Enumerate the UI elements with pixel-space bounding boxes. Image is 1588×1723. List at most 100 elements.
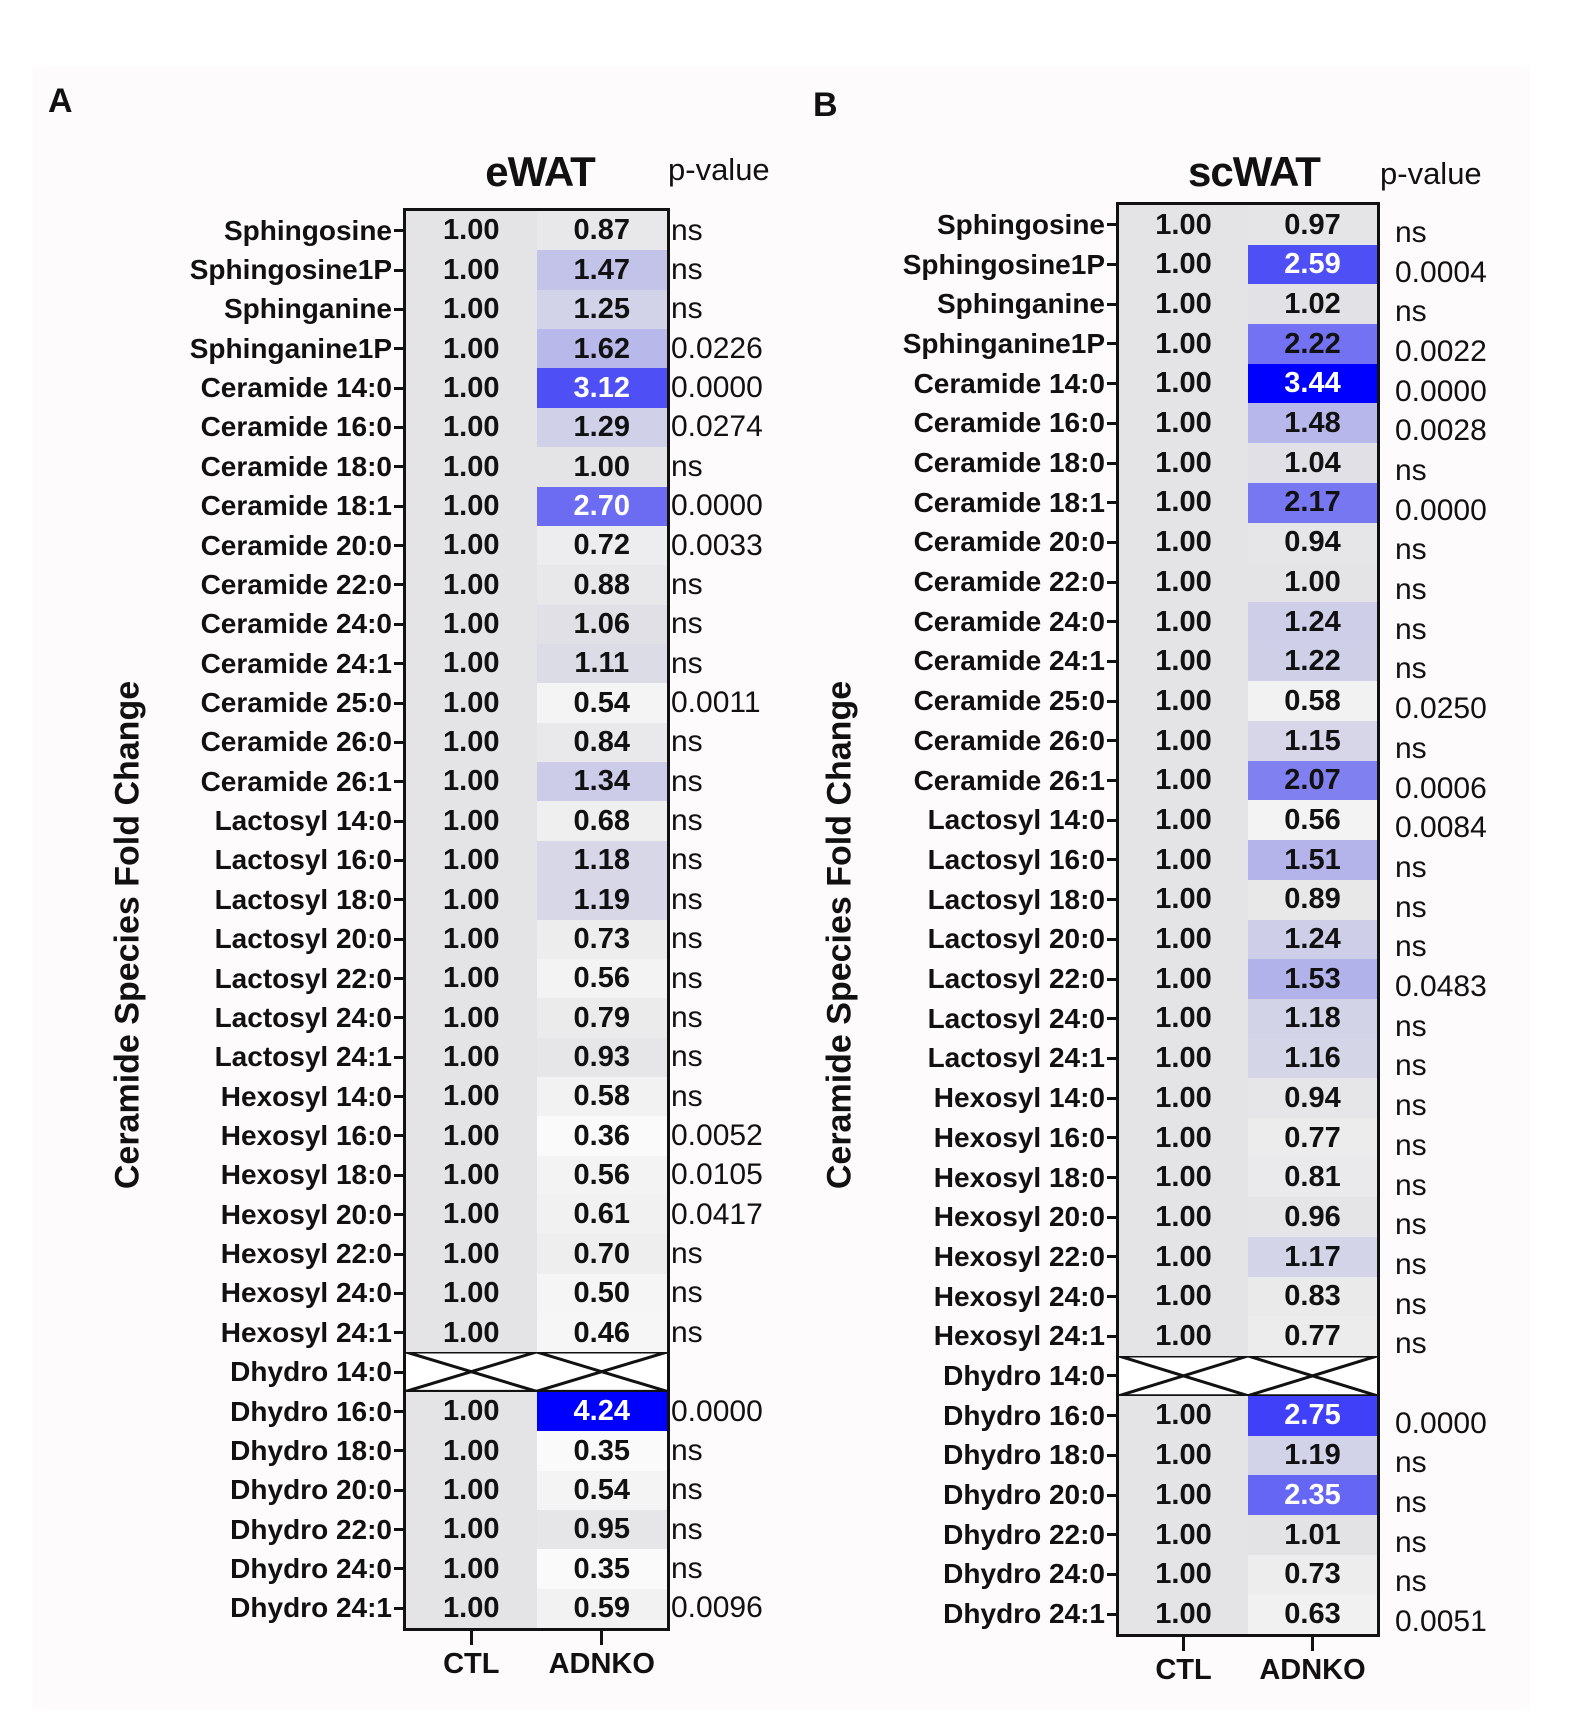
y-tick <box>1107 620 1117 624</box>
y-tick <box>1107 1334 1117 1338</box>
ctl-cell: 1.00 <box>406 250 537 291</box>
y-tick <box>1107 1295 1117 1299</box>
adnko-cell: 0.54 <box>536 1470 667 1511</box>
ctl-cell: 1.00 <box>406 1234 537 1275</box>
adnko-cell: 0.84 <box>536 722 667 763</box>
row-label: Ceramide 25:0 <box>200 687 392 718</box>
p-value: ns <box>1395 215 1427 249</box>
adnko-cell: 0.94 <box>1248 522 1377 563</box>
ctl-cell: 1.00 <box>406 1588 537 1629</box>
y-tick <box>394 1331 404 1335</box>
y-tick <box>394 229 404 233</box>
row-label: Dhydro 16:0 <box>230 1395 392 1427</box>
adnko-cell: 1.18 <box>1248 998 1377 1040</box>
p-value: ns <box>1395 1128 1427 1162</box>
p-value: 0.0004 <box>1395 255 1487 289</box>
row-label: Ceramide 22:0 <box>913 566 1105 598</box>
row-label: Lactosyl 24:1 <box>214 1041 392 1073</box>
row-label: Ceramide 25:0 <box>913 685 1105 717</box>
adnko-cell: 1.00 <box>1248 562 1377 603</box>
y-tick <box>394 1252 404 1256</box>
adnko-cell: 2.75 <box>1248 1395 1377 1437</box>
x-axis-label-ctl: CTL <box>1155 1654 1212 1686</box>
p-value: ns <box>1395 1089 1427 1123</box>
adnko-cell: 0.89 <box>1248 879 1377 920</box>
p-value: 0.0000 <box>671 489 763 523</box>
adnko-cell: 1.01 <box>1248 1514 1377 1556</box>
ctl-cell: 1.00 <box>406 840 537 881</box>
adnko-cell: 1.04 <box>1248 443 1377 484</box>
adnko-cell: 1.06 <box>536 604 667 645</box>
panel-letter: A <box>48 82 73 120</box>
row-label: Sphinganine1P <box>902 327 1105 359</box>
ctl-cell: 1.00 <box>1119 1554 1248 1595</box>
row-label: Ceramide 18:0 <box>200 450 392 482</box>
row-label: Sphingosine1P <box>189 254 392 286</box>
p-value: ns <box>1395 533 1427 567</box>
p-value: 0.0052 <box>671 1118 763 1152</box>
p-value: 0.0226 <box>671 331 763 365</box>
y-tick <box>1107 739 1117 743</box>
adnko-cell: 1.16 <box>1248 1038 1377 1079</box>
ctl-cell: 1.00 <box>1119 760 1248 801</box>
adnko-cell: 0.36 <box>536 1116 667 1157</box>
adnko-cell: 0.50 <box>536 1273 667 1314</box>
ctl-cell: 1.00 <box>1119 1475 1248 1516</box>
adnko-cell: 1.24 <box>1248 601 1377 643</box>
adnko-cell: 1.48 <box>1248 403 1377 444</box>
p-value: 0.0084 <box>1395 811 1487 845</box>
y-tick <box>394 1370 404 1374</box>
ctl-cell: 1.00 <box>1119 1395 1248 1437</box>
y-tick <box>1107 1017 1117 1021</box>
row-label: Sphingosine <box>224 214 392 246</box>
adnko-cell: 1.11 <box>536 643 667 684</box>
ctl-cell: 1.00 <box>406 447 537 488</box>
p-value: 0.0006 <box>1395 771 1487 805</box>
p-value: ns <box>671 1276 703 1310</box>
row-label: Hexosyl 24:0 <box>933 1280 1105 1312</box>
ctl-cell: 1.00 <box>406 1116 537 1157</box>
p-value: 0.0417 <box>671 1197 763 1231</box>
row-label: Ceramide 14:0 <box>200 372 392 404</box>
p-value: ns <box>671 292 703 326</box>
row-label: Lactosyl 16:0 <box>927 843 1105 875</box>
ctl-cell: 1.00 <box>1119 443 1248 484</box>
y-tick <box>394 1291 404 1295</box>
adnko-cell: 1.17 <box>1248 1237 1377 1278</box>
p-value: ns <box>1395 1327 1427 1361</box>
p-value: ns <box>671 725 703 759</box>
adnko-cell: 0.54 <box>536 683 667 724</box>
row-label: Dhydro 22:0 <box>943 1518 1105 1550</box>
ctl-cell: 1.00 <box>406 801 537 842</box>
row-label: Ceramide 26:0 <box>913 724 1105 756</box>
y-tick <box>1107 659 1117 663</box>
y-tick <box>1107 1056 1117 1060</box>
p-value: ns <box>671 1237 703 1271</box>
ctl-cell: 1.00 <box>406 1313 537 1353</box>
y-tick <box>1107 223 1117 227</box>
ctl-cell: 1.00 <box>1119 879 1248 920</box>
ctl-cell: 1.00 <box>1119 998 1248 1040</box>
row-label: Lactosyl 18:0 <box>214 883 392 915</box>
y-tick <box>394 1488 404 1492</box>
y-tick <box>1107 1176 1117 1179</box>
y-tick <box>394 858 404 862</box>
y-tick <box>1107 1215 1117 1219</box>
p-value: 0.0000 <box>671 371 763 405</box>
y-tick <box>1107 779 1117 783</box>
p-value: 0.0274 <box>671 410 763 444</box>
y-tick <box>394 1410 404 1413</box>
row-label: Hexosyl 18:0 <box>220 1159 392 1191</box>
adnko-cell: 1.47 <box>536 250 667 291</box>
y-tick <box>394 1528 404 1532</box>
row-label: Lactosyl 14:0 <box>214 805 392 837</box>
ctl-cell: 1.00 <box>1119 1594 1248 1635</box>
ctl-cell: 1.00 <box>406 722 537 763</box>
adnko-cell: 0.87 <box>536 211 667 251</box>
y-tick <box>1107 1414 1117 1418</box>
y-tick <box>1107 977 1117 981</box>
p-value: ns <box>1395 652 1427 686</box>
adnko-cell: 0.58 <box>1248 681 1377 722</box>
adnko-cell: 0.56 <box>536 958 667 999</box>
row-label: Dhydro 16:0 <box>943 1399 1105 1431</box>
